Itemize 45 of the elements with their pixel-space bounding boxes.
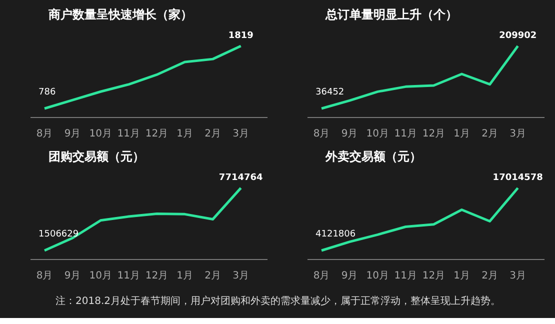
- x-tick-label: 1月: [454, 270, 470, 282]
- data-label: 4121806: [316, 230, 356, 240]
- data-label: 786: [38, 88, 56, 98]
- x-tick-label: 2月: [482, 128, 498, 140]
- x-tick-label: 3月: [232, 128, 250, 140]
- x-tick-label: 3月: [510, 128, 526, 140]
- text: 注：2018.2月处于春节期间，用户对团购和外卖的需求量减少，属于正常浮动，整体呈现上升趋势。: [56, 295, 501, 307]
- x-tick-label: 2月: [204, 128, 221, 140]
- x-tick-label: 12月: [145, 128, 168, 140]
- data-label: 36452: [316, 88, 344, 98]
- chart-title: 商户数量呈快速增长（家）: [48, 8, 192, 22]
- x-tick-label: 3月: [232, 270, 250, 282]
- chart-title: 团购交易额（元）: [48, 150, 144, 164]
- x-tick-label: 12月: [145, 270, 168, 282]
- x-tick-label: 12月: [422, 270, 446, 282]
- chart-title: 外卖交易额（元）: [324, 150, 422, 164]
- data-label: 1506629: [38, 230, 79, 240]
- data-label: 17014578: [492, 173, 543, 183]
- x-tick-label: 9月: [341, 270, 358, 282]
- x-tick-label: 11月: [117, 270, 140, 282]
- x-tick-label: 3月: [510, 270, 526, 282]
- x-tick-label: 8月: [313, 270, 330, 282]
- data-label: 1819: [228, 31, 254, 41]
- x-tick-label: 2月: [204, 270, 221, 282]
- x-tick-label: 10月: [366, 270, 389, 282]
- x-tick-label: 8月: [313, 128, 330, 140]
- chart-title: 总订单量明显上升（个）: [324, 8, 458, 22]
- data-label: 209902: [499, 31, 537, 41]
- x-tick-label: 12月: [422, 128, 446, 140]
- x-tick-label: 10月: [89, 128, 112, 140]
- x-tick-label: 11月: [117, 128, 140, 140]
- x-tick-label: 9月: [64, 270, 81, 282]
- x-tick-label: 1月: [176, 270, 193, 282]
- x-tick-label: 11月: [394, 128, 418, 140]
- x-tick-label: 8月: [36, 270, 53, 282]
- x-tick-label: 9月: [341, 128, 358, 140]
- x-tick-label: 1月: [454, 128, 470, 140]
- x-tick-label: 1月: [176, 128, 193, 140]
- x-tick-label: 9月: [64, 128, 81, 140]
- x-tick-label: 10月: [89, 270, 112, 282]
- x-tick-label: 8月: [36, 128, 53, 140]
- x-tick-label: 10月: [366, 128, 389, 140]
- data-label: 7714764: [218, 173, 263, 183]
- x-tick-label: 2月: [482, 270, 498, 282]
- x-tick-label: 11月: [394, 270, 418, 282]
